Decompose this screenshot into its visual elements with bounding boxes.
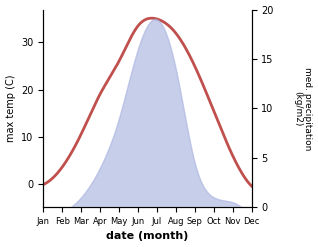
X-axis label: date (month): date (month) — [106, 231, 189, 242]
Y-axis label: max temp (C): max temp (C) — [5, 75, 16, 142]
Y-axis label: med. precipitation
(kg/m2): med. precipitation (kg/m2) — [293, 67, 313, 150]
